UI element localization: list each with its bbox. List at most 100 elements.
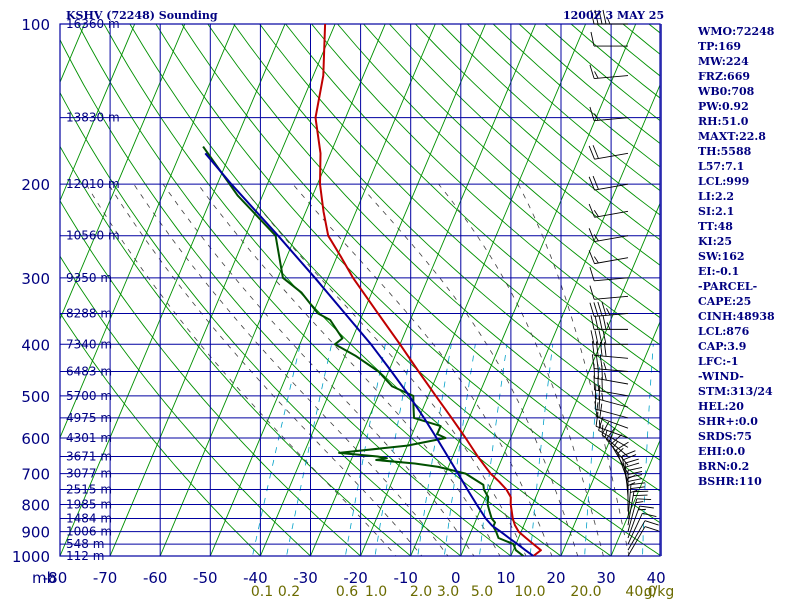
isotherm — [0, 12, 40, 567]
height-label: 6483 m — [66, 365, 112, 379]
temperature-label: -50 — [193, 569, 218, 587]
pressure-label: 300 — [21, 270, 50, 288]
height-label: 1006 m — [66, 525, 112, 539]
parcel-trace-line — [204, 152, 534, 556]
wind-barb-feather — [597, 376, 599, 391]
dry-adiabat — [60, 255, 312, 556]
wind-barb — [589, 64, 629, 79]
wind-barb-staff — [627, 526, 646, 557]
isotherm — [360, 24, 587, 556]
mixing-ratio-label: 10.0 — [514, 584, 545, 600]
wind-barb-staff — [594, 389, 629, 397]
index-item: SI:2.1 — [698, 205, 735, 218]
mixing-ratio-line — [417, 344, 452, 556]
wind-barb-staff — [627, 491, 635, 526]
index-item: CAP:3.9 — [698, 340, 747, 353]
wind-barb-feather — [592, 145, 599, 159]
moist-adiabat — [358, 183, 579, 556]
wind-barb-staff — [598, 430, 629, 448]
moist-adiabat — [85, 183, 397, 556]
wind-barb-feather — [644, 520, 659, 526]
wind-barb-staff — [594, 312, 629, 317]
wind-barb-feather — [591, 341, 595, 356]
index-item: PW:0.92 — [698, 100, 749, 113]
isotherm — [109, 24, 336, 556]
pressure-label: 200 — [21, 176, 50, 194]
wind-barb-feather — [603, 362, 607, 370]
temperature-label: -60 — [143, 569, 168, 587]
wind-barb — [627, 520, 659, 551]
wind-barb-feather — [588, 250, 595, 264]
height-label: 4975 m — [66, 411, 112, 425]
wind-barb-feather — [593, 234, 599, 242]
wind-barb — [590, 9, 628, 25]
wind-barb-staff — [595, 397, 629, 408]
wind-barb-staff — [594, 152, 629, 160]
mixing-ratio-label: 3.0 — [437, 584, 459, 600]
isotherm — [60, 24, 136, 202]
wind-barb-staff — [627, 520, 646, 551]
mixing-ratio-label: 5.0 — [471, 584, 493, 600]
wind-barb-feather — [599, 403, 603, 418]
index-item: HEL:20 — [698, 400, 744, 413]
wind-barb-feather — [597, 301, 603, 316]
wind-barb — [589, 266, 629, 282]
mixing-ratio-line — [374, 344, 413, 556]
wind-barb — [590, 31, 628, 47]
moist-adiabat — [239, 183, 527, 556]
height-label: 2515 m — [66, 483, 112, 497]
wind-barb-staff — [594, 183, 629, 191]
index-item: WB0:708 — [698, 85, 755, 98]
wind-barb-feather — [627, 474, 643, 478]
mixing-ratio-line — [252, 344, 301, 556]
mixing-ratio-label: 0.2 — [278, 584, 300, 600]
index-item: MW:224 — [698, 55, 749, 68]
temperature-label: -80 — [43, 569, 68, 587]
wind-barb-feather — [594, 394, 597, 410]
wind-barb-feather — [602, 330, 607, 345]
wind-barb-feather — [627, 471, 643, 475]
isotherm — [60, 24, 286, 556]
index-item: SW:162 — [698, 250, 745, 263]
dry-adiabat — [233, 24, 660, 431]
mixing-ratio-label: 20.0 — [570, 584, 601, 600]
moist-adiabat — [197, 183, 501, 556]
wind-barb-feather — [599, 341, 603, 357]
height-label: 4301 m — [66, 431, 112, 445]
wind-barb — [589, 301, 629, 317]
pressure-label: 100 — [21, 16, 50, 34]
moist-adiabat — [517, 183, 630, 556]
dry-adiabat — [155, 24, 660, 524]
mixing-ratio-unit-label: g/kg — [644, 584, 675, 600]
index-item: SRDS:75 — [698, 430, 752, 443]
wind-barb-feather — [589, 302, 595, 317]
isotherm — [310, 24, 536, 556]
isotherm — [410, 24, 637, 556]
index-item: KI:25 — [698, 235, 733, 248]
isotherm — [460, 83, 660, 556]
pressure-label: 900 — [21, 524, 50, 542]
wind-barb-feather — [598, 330, 603, 345]
wind-barb — [589, 285, 629, 300]
wind-barb — [627, 490, 649, 526]
wind-barb-feather — [595, 341, 599, 356]
wind-barb-feather — [594, 9, 599, 25]
wind-barb-feather — [604, 372, 607, 381]
dry-adiabat — [60, 145, 412, 556]
wind-barb-feather — [589, 64, 595, 79]
wind-barb — [598, 416, 629, 448]
index-item: -PARCEL- — [698, 280, 758, 293]
wind-barb-staff — [594, 117, 629, 122]
plot-frame — [59, 23, 661, 557]
wind-barb — [588, 250, 629, 265]
wind-barb-feather — [635, 501, 644, 504]
wind-barb-feather — [608, 435, 613, 443]
temperature-label: 0 — [451, 569, 461, 587]
wind-barb — [627, 505, 654, 539]
dry-adiabat — [337, 24, 660, 319]
wind-barb-staff — [594, 235, 629, 243]
wind-barb — [590, 315, 628, 330]
wind-barb — [589, 106, 629, 122]
wind-barb-feather — [630, 486, 645, 490]
mixing-ratio-label: 0.6 — [336, 584, 358, 600]
